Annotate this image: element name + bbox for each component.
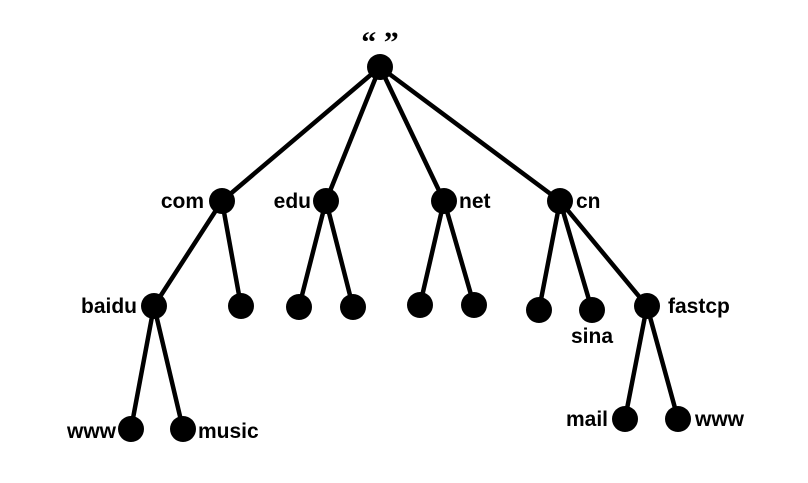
fastcp-mail-node [612, 406, 638, 432]
cn-node [547, 188, 573, 214]
edge-root-edu [323, 64, 383, 204]
edge-root-net [377, 64, 447, 204]
fastcp-node [634, 293, 660, 319]
edu-node [313, 188, 339, 214]
baidu-label: baidu [81, 295, 137, 318]
net-leaf-left-node [407, 292, 433, 318]
edge-fastcp-mail [622, 303, 650, 422]
edge-cn-leaf [536, 198, 563, 313]
edge-baidu-www [128, 303, 157, 432]
fastcp-label: fastcp [668, 295, 730, 318]
sina-node [579, 297, 605, 323]
edge-net-leaf-left [417, 198, 447, 308]
net-node [431, 188, 457, 214]
com-node [209, 188, 235, 214]
edge-root-cn [377, 64, 563, 204]
root-label: “ ” [361, 26, 399, 59]
edge-edu-leaf-right [323, 198, 356, 310]
cn-leaf-node [526, 297, 552, 323]
sina-label: sina [571, 325, 613, 348]
edge-baidu-music [151, 303, 186, 432]
edge-fastcp-www [644, 303, 681, 422]
baidu-music-label: music [198, 420, 259, 443]
edu-label: edu [274, 190, 311, 213]
edge-cn-sina [557, 198, 595, 313]
edge-com-leaf [219, 198, 244, 309]
root-node [367, 54, 393, 80]
fastcp-www-node [665, 406, 691, 432]
com-label: com [161, 190, 204, 213]
baidu-music-node [170, 416, 196, 442]
baidu-node [141, 293, 167, 319]
edge-edu-leaf-left [296, 198, 329, 310]
edu-leaf-right-node [340, 294, 366, 320]
net-leaf-right-node [461, 292, 487, 318]
baidu-www-node [118, 416, 144, 442]
cn-label: cn [576, 190, 601, 213]
com-leaf-node [228, 293, 254, 319]
edge-root-com [219, 64, 383, 204]
edge-net-leaf-right [441, 198, 477, 308]
baidu-www-label: www [66, 420, 117, 443]
edge-cn-fastcp [557, 198, 650, 309]
net-label: net [459, 190, 491, 213]
fastcp-mail-label: mail [566, 408, 608, 431]
edge-com-baidu [151, 198, 225, 309]
edu-leaf-left-node [286, 294, 312, 320]
fastcp-www-label: www [694, 408, 745, 431]
